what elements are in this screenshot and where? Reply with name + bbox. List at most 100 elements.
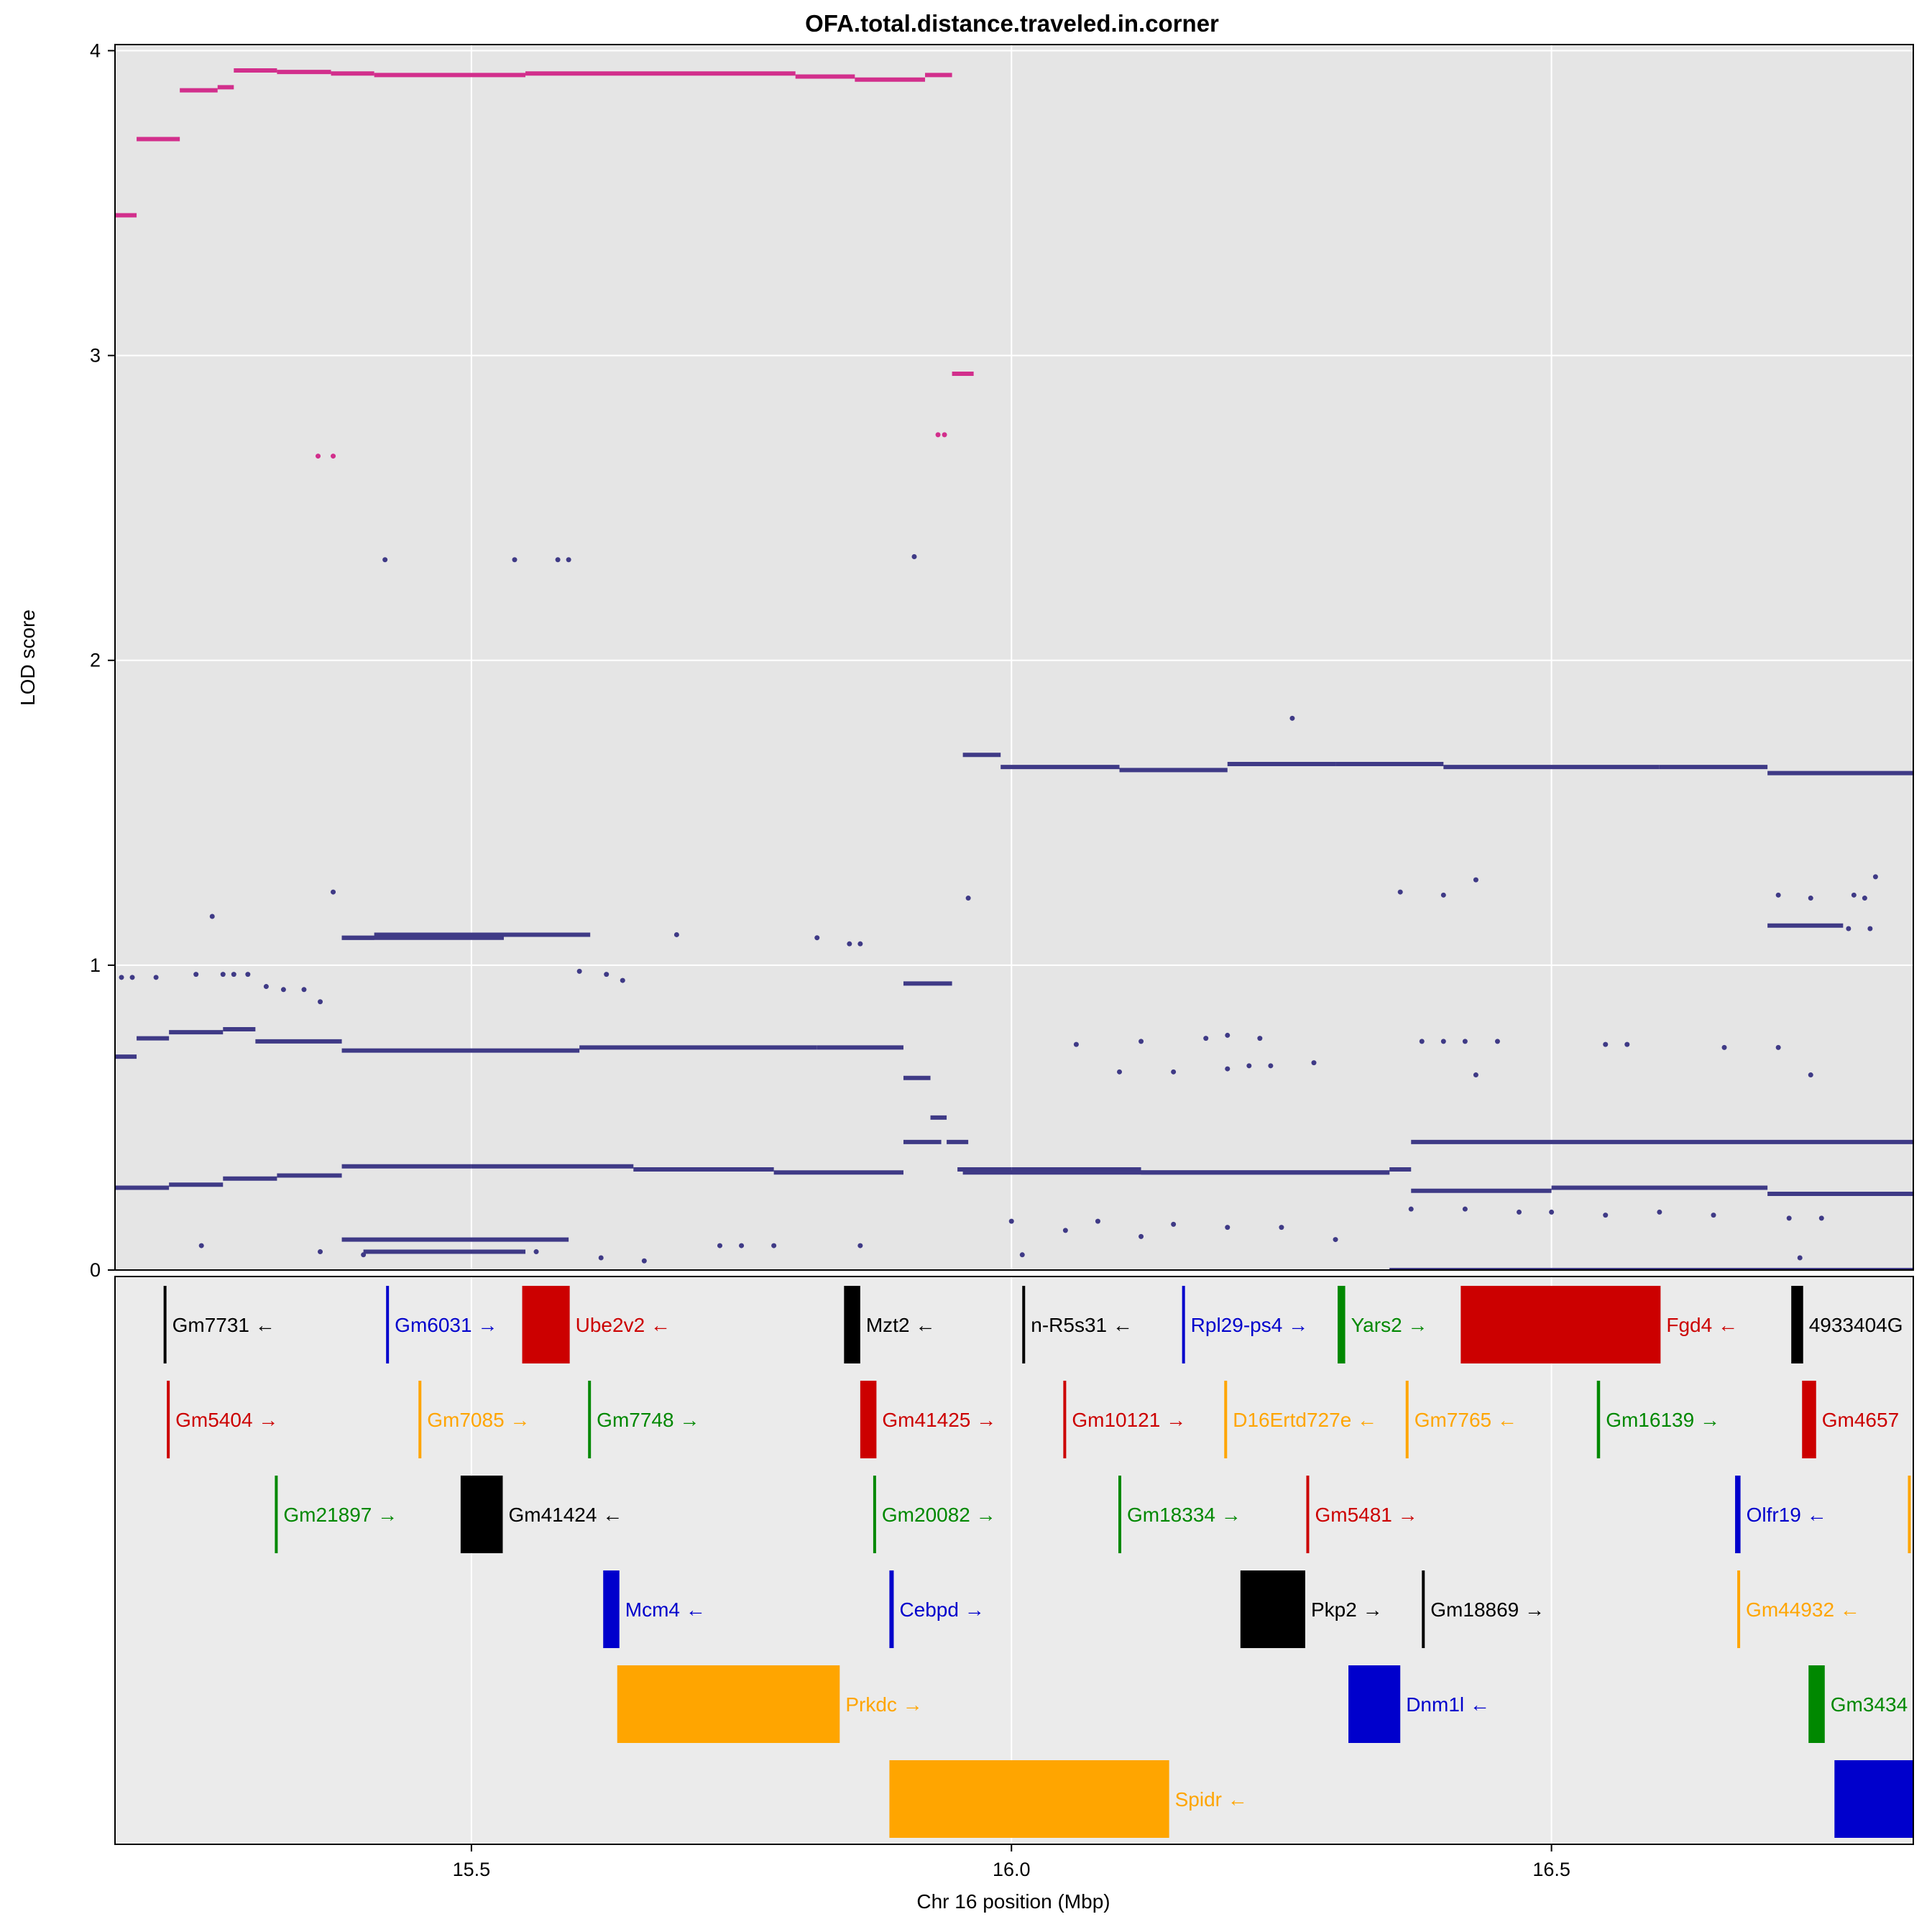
lod-point xyxy=(965,896,971,901)
lod-point xyxy=(512,557,518,563)
lod-point xyxy=(1311,1060,1317,1066)
gene-block xyxy=(889,1570,894,1648)
gene-label: Spidr ← xyxy=(1175,1788,1248,1811)
lod-point xyxy=(1473,877,1478,883)
lod-point xyxy=(382,557,388,563)
lod-point xyxy=(1797,1255,1803,1261)
gene-block xyxy=(1306,1476,1310,1553)
gene-label: Gm7748 → xyxy=(597,1409,699,1431)
lod-point xyxy=(316,454,321,459)
gene-block xyxy=(163,1286,167,1363)
lod-point xyxy=(1775,892,1781,898)
lod-point xyxy=(1517,1209,1522,1215)
lod-point xyxy=(1257,1036,1263,1041)
lod-point xyxy=(1603,1213,1609,1218)
gene-block xyxy=(617,1665,840,1743)
lod-point xyxy=(231,972,236,978)
gene-panel-background xyxy=(115,1276,1913,1844)
gene-label: Gm7085 → xyxy=(427,1409,530,1431)
lod-point xyxy=(814,935,820,941)
lod-point xyxy=(1603,1041,1609,1047)
lod-point xyxy=(1117,1069,1123,1075)
lod-point xyxy=(533,1249,539,1255)
lod-point xyxy=(1867,926,1873,932)
lod-point xyxy=(361,1252,367,1258)
gene-panel: Gm7731 ← Gm6031 → Ube2v2 ← Mzt2 ← n-R5s31 ← R… xyxy=(114,1276,1914,1845)
gene-label: Fgd4 ← xyxy=(1666,1314,1738,1336)
lod-point xyxy=(263,984,269,990)
lod-point xyxy=(1786,1215,1792,1221)
gene-label: D16Ertd727e ← xyxy=(1233,1409,1377,1431)
gene-block xyxy=(1422,1570,1425,1648)
x-axis-ticks: 15.5 16.0 16.5 xyxy=(453,1844,1570,1880)
lod-point xyxy=(566,557,571,563)
gene-block xyxy=(1791,1286,1803,1363)
gene-label: Gm41425 → xyxy=(882,1409,996,1431)
lod-point xyxy=(857,941,863,947)
lod-point xyxy=(620,978,625,983)
lod-point xyxy=(198,1243,204,1248)
lod-point xyxy=(1008,1218,1014,1224)
gene-label: Gm10121 → xyxy=(1072,1409,1186,1431)
lod-point xyxy=(129,975,135,980)
gene-label: Gm7731 ← xyxy=(172,1314,275,1336)
lod-point xyxy=(1095,1218,1100,1224)
gene-block xyxy=(522,1286,570,1363)
gene-label: Gm41424 ← xyxy=(508,1504,622,1526)
lod-points xyxy=(115,68,1913,1270)
lod-point xyxy=(1808,1072,1813,1078)
gene-block xyxy=(1737,1570,1741,1648)
y-tick-label: 0 xyxy=(90,1259,101,1281)
gene-label: Gm20082 → xyxy=(882,1504,996,1526)
lod-point xyxy=(1872,874,1878,880)
lod-panel xyxy=(114,44,1914,1271)
gene-label: Rpl29-ps4 → xyxy=(1191,1314,1308,1336)
gene-block xyxy=(860,1381,877,1458)
gene-block xyxy=(603,1570,620,1648)
lod-point xyxy=(318,999,323,1005)
gene-label: Gm18869 → xyxy=(1430,1598,1545,1621)
gene-block xyxy=(1460,1286,1661,1363)
gene-label: Mcm4 ← xyxy=(625,1598,706,1621)
y-tick-label: 4 xyxy=(90,40,101,61)
gene-label: Gm7765 ← xyxy=(1414,1409,1517,1431)
lod-point xyxy=(1397,889,1403,895)
x-tick-label: 15.5 xyxy=(453,1859,491,1880)
lod-panel-border xyxy=(114,44,1914,1271)
lod-point xyxy=(1440,892,1446,898)
lod-point xyxy=(1846,926,1852,932)
gene-label: Gm44932 ← xyxy=(1746,1598,1860,1621)
lod-point xyxy=(1851,892,1857,898)
gene-block xyxy=(1405,1381,1409,1458)
lod-point xyxy=(1440,1039,1446,1044)
lod-point xyxy=(1019,1252,1025,1258)
gene-block xyxy=(1063,1381,1067,1458)
lod-point xyxy=(1721,1044,1727,1050)
lod-point xyxy=(1138,1233,1144,1239)
lod-point xyxy=(1225,1225,1230,1230)
gene-label: n-R5s31 ← xyxy=(1031,1314,1133,1336)
lod-point xyxy=(1289,715,1295,721)
gene-block xyxy=(844,1286,860,1363)
lod-point xyxy=(739,1243,745,1248)
lod-point xyxy=(598,1255,604,1261)
lod-point xyxy=(153,975,159,980)
gene-label: Gm4657 xyxy=(1822,1409,1899,1431)
y-axis-label: LOD score xyxy=(17,610,39,706)
gene-label: Gm3434 xyxy=(1831,1693,1908,1716)
y-tick-label: 2 xyxy=(90,650,101,671)
lod-point xyxy=(1462,1039,1468,1044)
lod-point xyxy=(1462,1206,1468,1212)
lod-point xyxy=(1419,1039,1425,1044)
x-axis-label: Chr 16 position (Mbp) xyxy=(916,1890,1110,1913)
gene-block xyxy=(460,1476,503,1553)
x-tick-label: 16.0 xyxy=(993,1859,1031,1880)
gene-block xyxy=(1224,1381,1228,1458)
lod-point xyxy=(1624,1041,1630,1047)
gene-block xyxy=(588,1381,592,1458)
lod-point xyxy=(1171,1069,1177,1075)
gene-block xyxy=(1808,1665,1825,1743)
gene-label: Yars2 → xyxy=(1351,1314,1428,1336)
gene-label: Gm5481 → xyxy=(1315,1504,1417,1526)
lod-point xyxy=(1225,1066,1230,1072)
